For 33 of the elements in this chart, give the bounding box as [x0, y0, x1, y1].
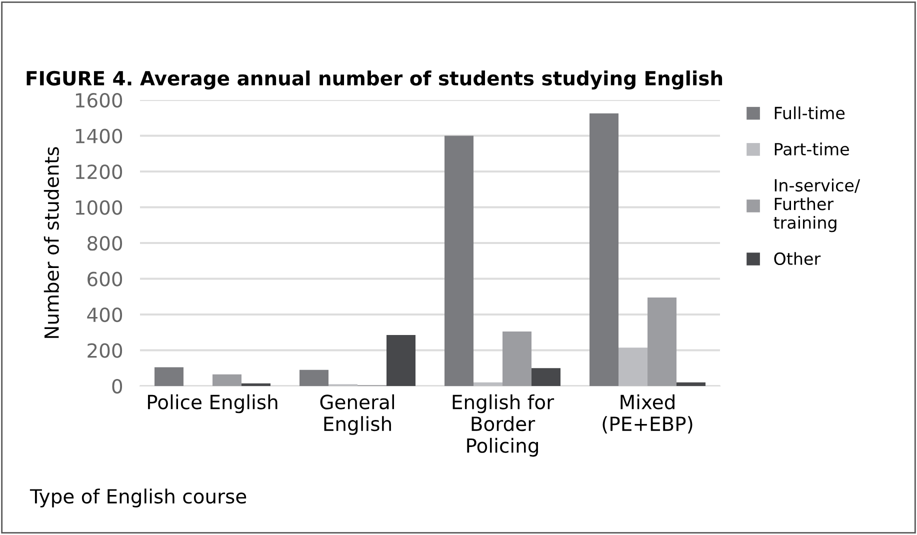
x-tick-label: Mixed (PE+EBP) — [602, 394, 692, 434]
bar — [618, 348, 648, 386]
y-axis-title: Number of students — [44, 147, 59, 338]
legend-label: Other — [774, 252, 821, 266]
y-tick-label: 1000 — [76, 200, 122, 215]
chart-title: FIGURE 4. Average annual number of students studying English — [26, 70, 722, 90]
bar — [676, 382, 706, 386]
bar — [474, 382, 502, 386]
bar — [242, 383, 270, 386]
y-tick-label: 1600 — [76, 92, 122, 108]
bar — [532, 368, 560, 386]
bar — [590, 113, 618, 386]
y-tick-label: 1200 — [76, 164, 122, 180]
legend-label: Full-time — [774, 106, 845, 120]
bar — [212, 374, 242, 386]
y-tick-label: 1400 — [76, 128, 122, 144]
bar — [502, 331, 532, 386]
x-tick-label: Police English — [148, 394, 278, 414]
x-tick-label: General English — [320, 394, 394, 435]
legend-label: In-service/ Further training — [774, 178, 860, 232]
y-tick-label: 0 — [112, 378, 122, 394]
legend-label: Part-time — [774, 142, 849, 156]
bar — [386, 335, 416, 386]
bar — [648, 298, 676, 386]
x-axis-title: Type of English course — [30, 488, 246, 508]
y-tick-label: 200 — [88, 343, 122, 358]
bar — [444, 136, 474, 386]
x-tick-label: English for Border Policing — [452, 394, 554, 457]
y-tick-label: 400 — [87, 307, 122, 322]
y-tick-label: 600 — [88, 272, 122, 286]
y-tick-label: 800 — [88, 236, 122, 251]
bar — [154, 367, 184, 386]
bar — [300, 370, 328, 386]
